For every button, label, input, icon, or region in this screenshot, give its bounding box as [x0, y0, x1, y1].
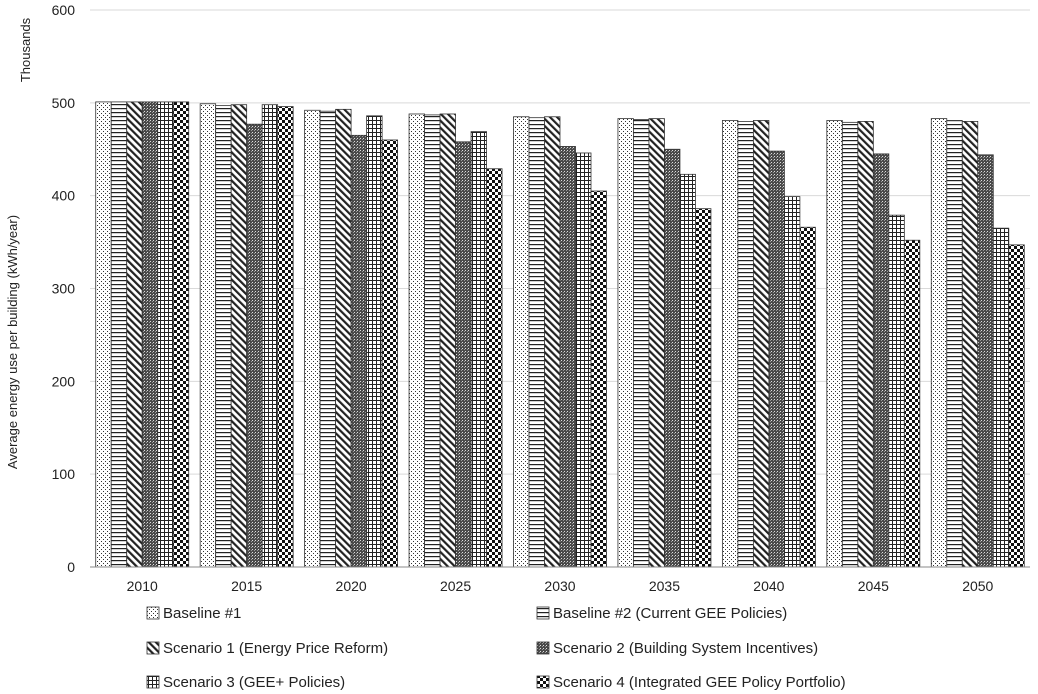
bar-dots-2030	[513, 116, 530, 568]
bar-dense-2045	[872, 153, 890, 568]
bar-checker-2020	[381, 139, 399, 568]
bar-grid-2035	[679, 173, 696, 568]
legend-swatch-grid	[146, 675, 160, 689]
bar-dense-2025	[455, 141, 472, 568]
legend-label: Baseline #2 (Current GEE Policies)	[553, 605, 787, 622]
bar-dots-2035	[617, 118, 634, 568]
legend-swatch-diagonal	[146, 641, 160, 655]
bar-hlines-2035	[633, 119, 650, 568]
bar-grid-2050	[992, 227, 1010, 568]
legend-label: Scenario 2 (Building System Incentives)	[553, 640, 818, 657]
y-tick-label: 500	[52, 95, 76, 111]
bar-dense-2050	[977, 154, 994, 568]
x-tick-label: 2010	[127, 578, 158, 594]
bar-checker-2040	[799, 226, 816, 568]
bar-diagonal-2045	[857, 121, 874, 568]
bar-dense-2040	[768, 150, 785, 568]
axes: 0 100 200 300 400 500 600 2010 2015 2020 2025 2030 2…	[52, 2, 1030, 594]
legend-swatch-dense	[536, 641, 550, 655]
bar-hlines-2020	[319, 110, 337, 568]
legend-label: Scenario 3 (GEE+ Policies)	[163, 674, 345, 691]
legend-swatch-checker	[536, 675, 550, 689]
bar-dense-2035	[664, 148, 681, 568]
legend-label: Scenario 1 (Energy Price Reform)	[163, 640, 388, 657]
bar-checker-2015	[277, 106, 294, 568]
bar-checker-2010	[172, 101, 190, 568]
legend-swatch-dots	[146, 606, 160, 620]
bar-grid-2010	[157, 101, 174, 568]
bar-diagonal-2010	[126, 101, 143, 568]
x-tick-label: 2030	[544, 578, 575, 594]
x-tick-label: 2045	[858, 578, 889, 594]
bar-grid-2030	[575, 152, 592, 568]
bar-grid-2045	[888, 214, 905, 568]
bar-dense-2015	[246, 123, 263, 568]
bar-diagonal-2035	[648, 118, 665, 568]
bar-hlines-2025	[424, 114, 441, 568]
y-axis-title: Average energy use per building (kWh/yea…	[5, 215, 20, 469]
legend-label: Scenario 4 (Integrated GEE Policy Portfo…	[553, 674, 846, 691]
bar-grid-2025	[470, 131, 487, 568]
bar-checker-2045	[903, 239, 921, 568]
bar-hlines-2050	[946, 120, 963, 568]
y-tick-label: 100	[52, 466, 76, 482]
x-tick-label: 2025	[440, 578, 471, 594]
y-tick-label: 300	[52, 281, 76, 297]
bar-dots-2045	[826, 120, 843, 568]
bar-grid-2020	[366, 115, 383, 568]
y-tick-label: 200	[52, 373, 76, 389]
bar-diagonal-2025	[439, 113, 456, 568]
bar-grid-2040	[783, 196, 801, 568]
y-tick-label: 600	[52, 2, 76, 18]
bar-grid-2015	[261, 104, 279, 568]
bar-hlines-2030	[528, 117, 545, 568]
bar-checker-2050	[1008, 244, 1025, 568]
bars	[95, 101, 1025, 568]
bar-diagonal-2015	[230, 104, 248, 568]
bar-dots-2020	[304, 109, 321, 568]
x-tick-label: 2015	[231, 578, 262, 594]
y-tick-label: 0	[67, 559, 75, 575]
bar-dots-2025	[408, 113, 425, 568]
bar-dense-2010	[141, 101, 159, 568]
bar-hlines-2010	[110, 101, 128, 568]
x-tick-label: 2035	[649, 578, 680, 594]
bar-dots-2050	[930, 118, 948, 568]
bar-dots-2040	[721, 120, 739, 568]
bar-diagonal-2040	[752, 120, 770, 568]
bar-checker-2035	[695, 208, 712, 568]
bar-diagonal-2020	[335, 108, 352, 568]
legend: Baseline #1 Baseline #2 (Current GEE Poli…	[146, 605, 846, 691]
bar-dense-2030	[559, 146, 576, 568]
legend-label: Baseline #1	[163, 605, 241, 622]
y-unit-label: Thousands	[18, 17, 33, 82]
bar-dots-2010	[95, 101, 112, 568]
bar-dots-2015	[199, 103, 217, 568]
bar-hlines-2040	[737, 121, 754, 568]
x-tick-label: 2020	[336, 578, 367, 594]
x-tick-label: 2040	[753, 578, 784, 594]
bar-hlines-2045	[841, 121, 859, 568]
x-tick-label: 2050	[962, 578, 993, 594]
y-tick-label: 400	[52, 188, 76, 204]
bar-checker-2025	[486, 168, 503, 568]
bar-dense-2020	[350, 134, 368, 568]
bar-diagonal-2030	[544, 116, 561, 568]
legend-swatch-hlines	[536, 606, 550, 620]
bar-hlines-2015	[215, 105, 232, 568]
bar-diagonal-2050	[961, 121, 979, 568]
bar-checker-2030	[590, 190, 607, 568]
